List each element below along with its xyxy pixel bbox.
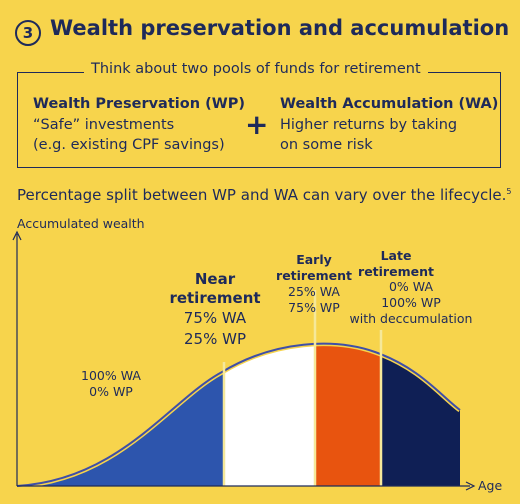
x-axis-label: Age xyxy=(478,478,503,493)
accumulation-wa: 100% WA xyxy=(81,368,141,383)
wa-description-line2: on some risk xyxy=(280,137,373,153)
pools-caption: Think about two pools of funds for retir… xyxy=(84,61,428,77)
plus-icon: + xyxy=(245,108,269,141)
wa-title: Wealth Accumulation (WA) xyxy=(280,96,499,112)
step-number-badge: 3 xyxy=(15,20,41,46)
early-retirement-area xyxy=(315,343,381,486)
late-retirement-title-line2: retirement xyxy=(358,264,434,279)
footnote-marker: 5 xyxy=(506,187,512,196)
near-retirement-split: 75% WA 25% WP xyxy=(167,308,263,350)
early-retirement-title-line1: Early xyxy=(296,252,332,267)
early-retirement-split: 25% WA 75% WP xyxy=(270,284,358,316)
late-retirement-title: Late retirement xyxy=(356,248,436,280)
late-retirement-title-line1: Late xyxy=(380,248,412,263)
accumulation-wp: 0% WP xyxy=(89,384,133,399)
accumulation-split: 100% WA 0% WP xyxy=(68,368,154,400)
early-retirement-title-line2: retirement xyxy=(276,268,352,283)
section-title: Wealth preservation and accumulation xyxy=(50,16,510,40)
early-retirement-title: Early retirement xyxy=(270,252,358,284)
near-retirement-wp: 25% WP xyxy=(184,330,246,348)
wp-title: Wealth Preservation (WP) xyxy=(33,96,245,112)
near-retirement-title: Near retirement xyxy=(167,270,263,308)
late-retirement-note: with deccumulation xyxy=(349,311,473,326)
near-retirement-area xyxy=(224,343,315,486)
late-retirement-split: 0% WA 100% WP with deccumulation xyxy=(341,279,481,327)
y-axis-label: Accumulated wealth xyxy=(17,216,145,231)
split-explanation: Percentage split between WP and WA can v… xyxy=(17,186,511,204)
near-retirement-title-line2: retirement xyxy=(169,289,261,307)
late-retirement-area xyxy=(381,343,460,486)
y-axis-arrow xyxy=(12,230,22,241)
near-retirement-title-line1: Near xyxy=(194,270,236,288)
x-axis-arrow xyxy=(465,481,476,491)
wealth-curve xyxy=(16,342,461,487)
wa-description-line1: Higher returns by taking xyxy=(280,117,458,133)
late-retirement-wp: 100% WP xyxy=(381,295,441,310)
wp-description-line2: (e.g. existing CPF savings) xyxy=(33,137,225,153)
wp-description-line1: “Safe” investments xyxy=(33,117,175,133)
late-retirement-wa: 0% WA xyxy=(388,279,434,294)
split-explanation-text: Percentage split between WP and WA can v… xyxy=(17,186,507,204)
near-retirement-wa: 75% WA xyxy=(183,309,247,327)
early-retirement-wa: 25% WA xyxy=(288,284,340,299)
early-retirement-wp: 75% WP xyxy=(288,300,340,315)
